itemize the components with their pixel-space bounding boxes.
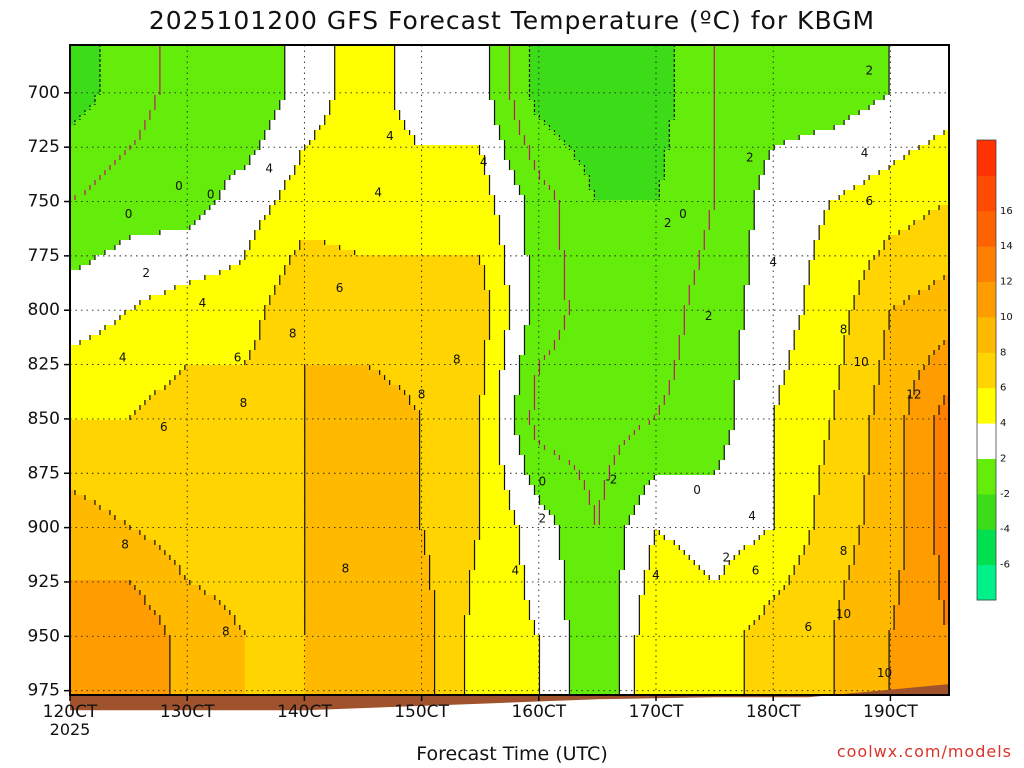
colorbar-box [977,246,996,282]
y-tick-label: 875 [28,463,60,483]
contour-label: 6 [160,420,168,434]
colorbar: -6 -4 -2 2 4 6 8 10 12 14 16 [977,140,1013,601]
contour-label: 4 [480,155,488,169]
colorbar-box [977,140,996,176]
colorbar-label: -2 [1000,489,1010,500]
y-tick-label: 825 [28,355,60,375]
x-tick-label: 160CT [511,702,566,722]
y-tick-label: 850 [28,409,60,429]
x-axis-year-label: 2025 [50,720,91,739]
y-tick-label: 900 [28,518,60,538]
contour-label: 0 [125,207,133,221]
colorbar-label: -4 [1000,524,1010,535]
contour-label: 0 [693,483,701,497]
contour-label: 4 [386,129,394,143]
contour-label: 6 [805,620,813,634]
contour-label: 6 [865,194,873,208]
colorbar-box [977,529,996,565]
contour-label: 2 [142,266,150,280]
y-axis-ticks: 700 725 750 775 800 825 850 875 900 925 950 975 [28,83,70,701]
y-tick-label: 925 [28,572,60,592]
x-tick-label: 180CT [746,702,801,722]
contour-label: 10 [877,666,892,680]
contour-label: 4 [374,185,382,199]
contour-label: 2 [664,216,672,230]
contour-label: 0 [175,179,183,193]
contour-label: 4 [748,509,756,523]
contour-label: 8 [240,396,248,410]
contour-label: 4 [652,568,660,582]
temperature-field [70,45,950,696]
contour-label: 4 [861,146,869,160]
contour-label: 8 [121,538,129,552]
y-tick-label: 775 [28,246,60,266]
colorbar-box [977,458,996,494]
x-tick-label: 140CT [277,702,332,722]
colorbar-box [977,317,996,353]
x-tick-label: 120CT [43,702,98,722]
x-tick-label: 150CT [394,702,449,722]
contour-label: 10 [853,355,868,369]
contour-label: 8 [222,624,230,638]
contour-label: 0 [679,207,687,221]
colorbar-label: 10 [1000,312,1013,323]
forecast-cross-section-chart: 00024444446668888888024-2020242244662468… [0,0,1024,768]
contour-label: 4 [769,255,777,269]
colorbar-box [977,211,996,247]
contour-label: 8 [289,327,297,341]
contour-label: 6 [336,281,344,295]
contour-label: 8 [840,544,848,558]
colorbar-box [977,388,996,424]
x-tick-label: 170CT [629,702,684,722]
contour-label: 8 [418,388,426,402]
contour-label: 2 [865,64,873,78]
colorbar-label: 2 [1000,453,1006,464]
colorbar-label: 6 [1000,383,1006,394]
x-tick-label: 190CT [863,702,918,722]
y-tick-label: 950 [28,626,60,646]
contour-label: 4 [119,351,127,365]
contour-label: 2 [705,309,713,323]
contour-label: 2 [722,551,730,565]
colorbar-label: 16 [1000,206,1013,217]
y-tick-label: 700 [28,83,60,103]
colorbar-box [977,352,996,388]
contour-label: 4 [512,564,520,578]
colorbar-label: 4 [1000,418,1006,429]
contour-label: 2 [538,511,546,525]
colorbar-label: 14 [1000,241,1013,252]
colorbar-label: 12 [1000,277,1013,288]
colorbar-label: 8 [1000,347,1006,358]
colorbar-box [977,175,996,211]
contour-label: 12 [906,388,921,402]
colorbar-box [977,423,996,459]
y-tick-label: 800 [28,300,60,320]
x-tick-label: 130CT [160,702,215,722]
source-credit: coolwx.com/models [837,742,1012,761]
contour-label: 8 [840,322,848,336]
y-tick-label: 975 [28,681,60,701]
contour-label: 0 [207,188,215,202]
contour-label: 8 [453,353,461,367]
y-tick-label: 725 [28,137,60,157]
y-tick-label: 750 [28,192,60,212]
contour-label: 6 [234,351,242,365]
contour-label: 6 [752,564,760,578]
contour-label: 4 [265,161,273,175]
contour-label: 0 [538,474,546,488]
contour-label: 2 [746,151,754,165]
contour-label: 4 [199,296,207,310]
colorbar-box [977,494,996,530]
contour-label: 10 [836,607,851,621]
contour-label: -2 [605,472,617,486]
colorbar-box [977,282,996,318]
contour-label: 8 [342,561,350,575]
colorbar-box [977,565,996,601]
colorbar-label: -6 [1000,560,1010,571]
